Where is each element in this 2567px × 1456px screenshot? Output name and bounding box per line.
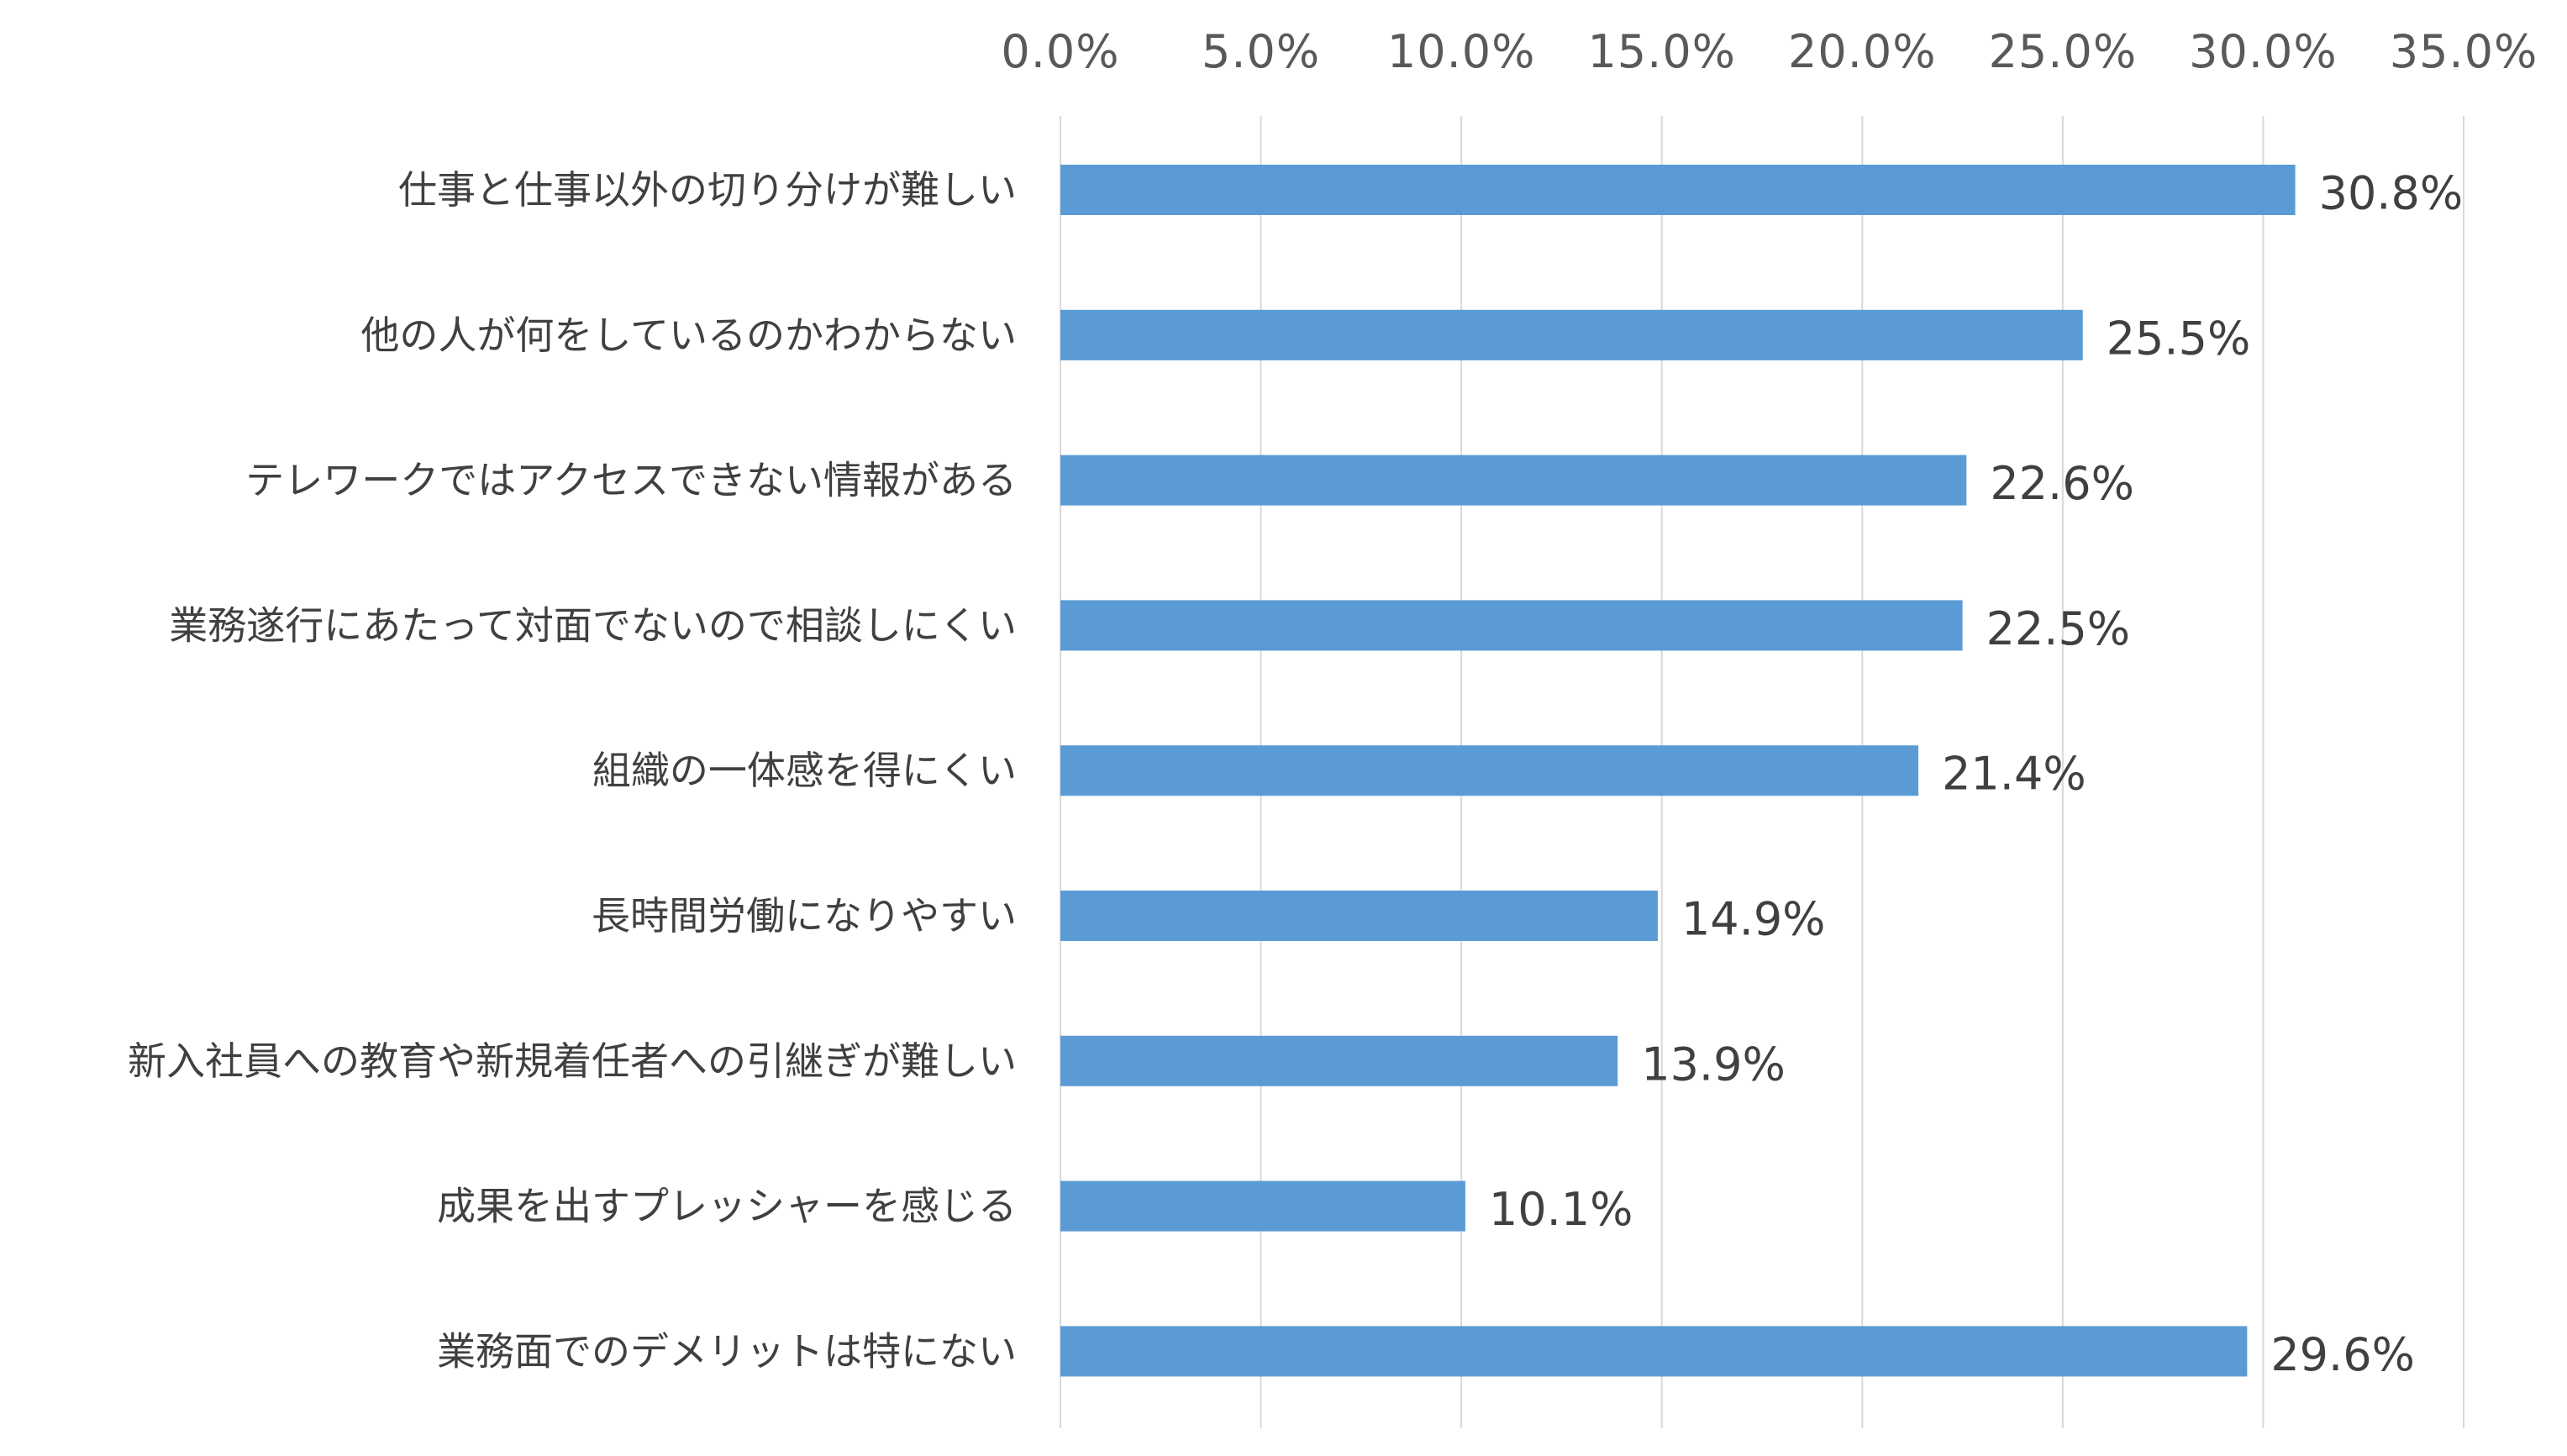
x-tick-label: 30.0% [2189,25,2338,78]
data-label: 14.9% [1681,893,1826,946]
category-labels: 仕事と仕事以外の切り分けが難しい他の人が何をしているのかわからないテレワークでは… [128,167,1017,1374]
bar [1060,600,1963,651]
x-tick-label: 0.0% [1001,25,1119,78]
data-labels: 30.8% 25.5% 22.6% 22.5% 21.4% 14.9% 13.9% 10.1%… [1489,167,2463,1381]
data-label: 30.8% [2319,167,2464,220]
bar [1060,891,1658,941]
category-label: 成果を出すプレッシャーを感じる [437,1184,1017,1229]
data-label: 22.5% [1986,602,2131,655]
x-tick-label: 5.0% [1202,25,1320,78]
x-tick-label: 35.0% [2390,25,2538,78]
category-label: 組織の一体感を得にくい [592,748,1017,793]
bar [1060,745,1919,796]
x-axis-ticks: 0.0% 5.0% 10.0% 15.0% 20.0% 25.0% 30.0% 35.0% [1001,25,2538,78]
data-label: 21.4% [1942,748,2086,801]
bar [1060,1180,1465,1232]
data-label: 22.6% [1990,457,2134,510]
bars [1060,165,2296,1377]
category-label: 業務遂行にあたって対面でないので相談しにくい [169,602,1017,648]
x-tick-label: 10.0% [1387,25,1536,78]
category-label: 新入社員への教育や新規着任者への引継ぎが難しい [128,1038,1017,1084]
data-label: 10.1% [1489,1183,1633,1236]
category-label: 仕事と仕事以外の切り分けが難しい [398,167,1017,213]
bar [1060,165,2296,215]
bar [1060,1326,2248,1377]
bar [1060,309,2083,360]
category-label: 他の人が何をしているのかわからない [360,313,1017,358]
category-label: テレワークではアクセスできない情報がある [245,458,1017,503]
category-label: 長時間労働になりやすい [592,893,1017,938]
x-tick-label: 25.0% [1989,25,2138,78]
data-label: 25.5% [2107,312,2251,365]
data-label: 13.9% [1641,1038,1786,1091]
bar [1060,1035,1618,1086]
x-tick-label: 20.0% [1788,25,1937,78]
data-label: 29.6% [2270,1328,2415,1381]
bar [1060,455,1967,506]
category-label: 業務面でのデメリットは特にない [437,1328,1017,1374]
x-tick-label: 15.0% [1587,25,1736,78]
